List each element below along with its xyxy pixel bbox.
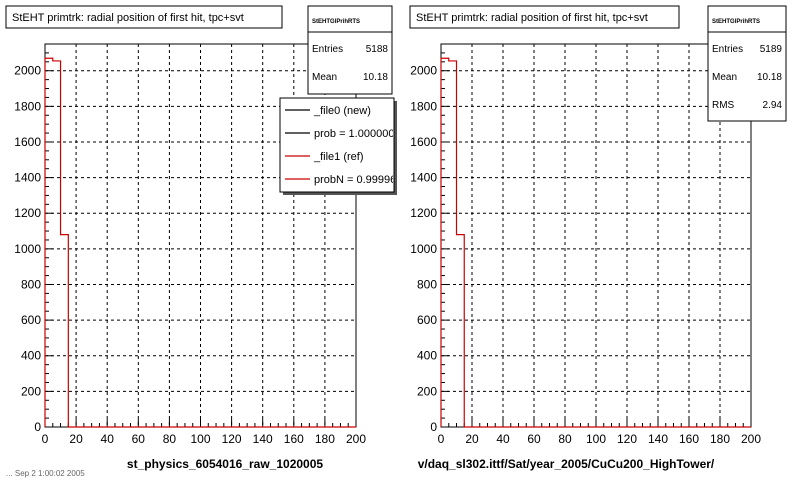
stats-value: 10.18 bbox=[363, 72, 388, 83]
x-tick-label: 60 bbox=[527, 432, 541, 446]
y-tick-label: 0 bbox=[430, 420, 437, 434]
x-tick-label: 20 bbox=[69, 432, 83, 446]
y-tick-label: 1600 bbox=[410, 135, 437, 149]
stats-label: Mean bbox=[312, 72, 337, 83]
stats-value: 2.94 bbox=[763, 100, 783, 111]
x-tick-label: 200 bbox=[741, 432, 761, 446]
x-tick-label: 0 bbox=[42, 432, 49, 446]
chart-title: StEHT primtrk: radial position of first … bbox=[12, 12, 244, 24]
y-tick-label: 1000 bbox=[410, 242, 437, 256]
x-tick-label: 0 bbox=[438, 432, 445, 446]
stats-box bbox=[707, 5, 787, 122]
y-tick-label: 200 bbox=[417, 384, 437, 398]
x-tick-label: 180 bbox=[315, 432, 335, 446]
legend-entry-label: _file0 (new) bbox=[313, 105, 371, 117]
y-tick-label: 1200 bbox=[14, 206, 41, 220]
stats-box bbox=[307, 5, 393, 95]
title-box bbox=[409, 5, 680, 29]
x-tick-label: 160 bbox=[679, 432, 699, 446]
y-tick-label: 600 bbox=[21, 313, 41, 327]
y-tick-label: 2000 bbox=[410, 64, 437, 78]
stats-value: 5189 bbox=[760, 44, 783, 55]
stats-header: StEHTGlPrihRTS bbox=[712, 19, 760, 25]
x-tick-label: 100 bbox=[586, 432, 606, 446]
y-tick-label: 1400 bbox=[410, 171, 437, 185]
y-tick-label: 1000 bbox=[14, 242, 41, 256]
x-tick-label: 100 bbox=[190, 432, 210, 446]
stats-label: Entries bbox=[312, 44, 343, 55]
y-tick-label: 1200 bbox=[410, 206, 437, 220]
x-tick-label: 80 bbox=[558, 432, 572, 446]
stats-value: 10.18 bbox=[757, 72, 782, 83]
histogram-series-line bbox=[440, 57, 751, 428]
y-tick-label: 800 bbox=[21, 277, 41, 291]
x-tick-label: 40 bbox=[496, 432, 510, 446]
chart-title: StEHT primtrk: radial position of first … bbox=[416, 12, 648, 24]
y-tick-label: 400 bbox=[21, 349, 41, 363]
y-tick-label: 0 bbox=[34, 420, 41, 434]
footer-note: ... Sep 2 1:00:02 2005 bbox=[6, 469, 85, 478]
y-tick-label: 400 bbox=[417, 349, 437, 363]
title-box bbox=[5, 5, 283, 29]
stats-header: StEHTGlPrihRTS bbox=[312, 19, 360, 25]
stats-label: RMS bbox=[712, 100, 735, 111]
y-tick-label: 600 bbox=[417, 313, 437, 327]
y-tick-label: 1400 bbox=[14, 171, 41, 185]
y-tick-label: 1600 bbox=[14, 135, 41, 149]
x-tick-label: 180 bbox=[710, 432, 730, 446]
y-tick-label: 1800 bbox=[14, 99, 41, 113]
legend-entries: _file0 (new) prob = 1.000000 _file1 (ref) p… bbox=[285, 105, 402, 186]
x-tick-label: 140 bbox=[648, 432, 668, 446]
x-tick-label: 60 bbox=[132, 432, 146, 446]
right-histogram-panel: 0 20 40 60 80 100 120 140 160 180 2000200400600800… bbox=[409, 5, 787, 471]
y-tick-label: 800 bbox=[417, 277, 437, 291]
left-histogram-panel: 0 20 40 60 80 100 120 140 160 180 2000200400600800… bbox=[5, 5, 402, 471]
stats-label: Mean bbox=[712, 72, 737, 83]
stats-label: Entries bbox=[712, 44, 743, 55]
x-tick-label: 160 bbox=[284, 432, 304, 446]
stats-value: 5188 bbox=[366, 44, 389, 55]
y-tick-label: 2000 bbox=[14, 64, 41, 78]
y-tick-label: 200 bbox=[21, 384, 41, 398]
x-axis-title: v/daq_sl302.ittf/Sat/year_2005/CuCu200_H… bbox=[418, 457, 715, 471]
x-tick-label: 120 bbox=[222, 432, 242, 446]
x-tick-label: 120 bbox=[617, 432, 637, 446]
legend-box bbox=[279, 97, 395, 193]
x-tick-label: 140 bbox=[253, 432, 273, 446]
x-tick-label: 40 bbox=[101, 432, 115, 446]
legend-entry-label: prob = 1.000000 bbox=[314, 128, 394, 140]
legend-entry-label: _file1 (ref) bbox=[313, 151, 364, 163]
x-axis-title: st_physics_6054016_raw_1020005 bbox=[127, 457, 323, 471]
x-tick-label: 20 bbox=[465, 432, 479, 446]
x-tick-label: 200 bbox=[346, 432, 366, 446]
y-tick-label: 1800 bbox=[410, 99, 437, 113]
legend-entry-label: probN = 0.999968 bbox=[314, 174, 402, 186]
histogram-series-line bbox=[44, 57, 356, 428]
x-tick-label: 80 bbox=[163, 432, 177, 446]
